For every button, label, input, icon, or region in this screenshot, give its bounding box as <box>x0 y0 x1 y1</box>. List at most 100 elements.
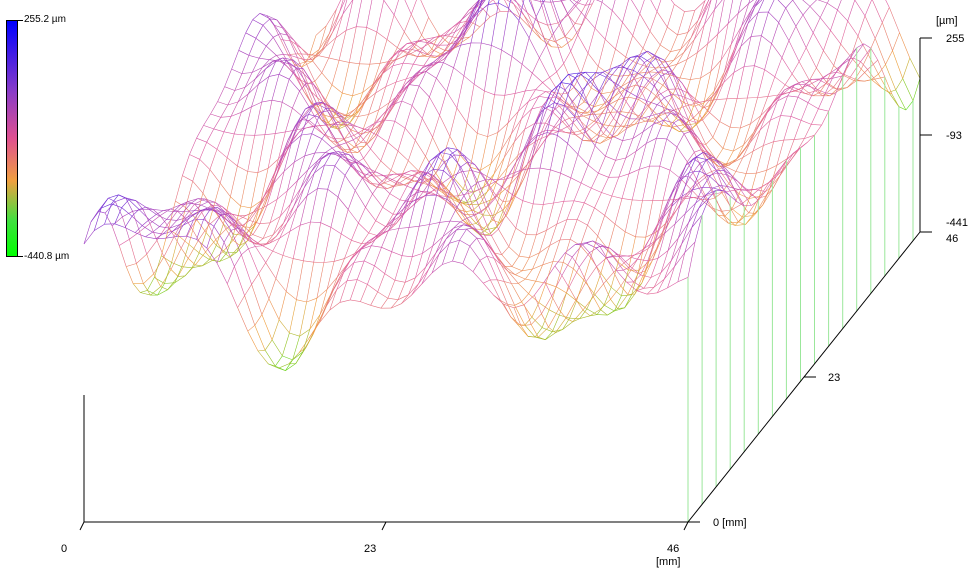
mesh-line <box>147 290 158 296</box>
mesh-line <box>206 141 218 150</box>
mesh-line <box>476 237 484 240</box>
mesh-line <box>486 255 498 280</box>
mesh-line <box>612 10 623 23</box>
mesh-line <box>784 73 793 85</box>
mesh-line <box>837 9 848 22</box>
mesh-line <box>730 126 741 129</box>
mesh-line <box>667 72 676 76</box>
mesh-line <box>355 162 367 168</box>
mesh-line <box>548 326 556 333</box>
mesh-line <box>430 45 438 56</box>
mesh-line <box>773 115 781 142</box>
mesh-line <box>657 56 665 61</box>
mesh-line <box>218 215 227 230</box>
mesh-line <box>648 106 660 117</box>
mesh-line <box>299 82 307 92</box>
mesh-line <box>185 207 197 219</box>
mesh-line <box>186 219 194 237</box>
mesh-line <box>180 203 191 206</box>
mesh-line <box>424 177 432 182</box>
mesh-line <box>697 174 705 182</box>
mesh-line <box>340 263 348 276</box>
mesh-line <box>407 172 419 178</box>
mesh-line <box>417 55 425 57</box>
mesh-line <box>131 209 140 217</box>
mesh-line <box>653 57 664 63</box>
mesh-line <box>726 186 738 203</box>
mesh-line <box>765 188 774 197</box>
mesh-line <box>840 87 848 91</box>
mesh-line <box>561 0 567 2</box>
mesh-line <box>578 2 586 6</box>
mesh-line <box>650 258 659 278</box>
mesh-line <box>300 169 309 189</box>
mesh-line <box>227 90 236 106</box>
mesh-line <box>488 206 499 230</box>
mesh-line <box>404 127 416 141</box>
mesh-line <box>262 61 273 68</box>
mesh-line <box>237 165 248 172</box>
mesh-line <box>412 175 424 189</box>
mesh-line <box>857 79 865 82</box>
mesh-line <box>362 172 370 179</box>
mesh-line <box>822 73 830 80</box>
mesh-line <box>860 61 868 70</box>
mesh-line <box>396 181 408 187</box>
mesh-line <box>433 168 444 171</box>
mesh-line <box>287 125 296 141</box>
mesh-line <box>705 190 717 196</box>
mesh-line <box>442 158 454 178</box>
mesh-line <box>308 114 319 118</box>
mesh-line <box>268 278 277 299</box>
mesh-line <box>431 177 442 191</box>
mesh-line <box>738 3 749 14</box>
mesh-line <box>600 309 608 316</box>
mesh-line <box>293 187 305 207</box>
mesh-line <box>681 83 690 94</box>
mesh-line <box>596 0 603 3</box>
mesh-line <box>670 112 681 119</box>
mesh-line <box>514 0 518 3</box>
mesh-line <box>421 17 429 36</box>
mesh-line <box>737 181 746 190</box>
mesh-line <box>670 49 681 52</box>
mesh-line <box>593 273 602 294</box>
mesh-line <box>613 262 625 273</box>
mesh-line <box>507 93 516 124</box>
mesh-line <box>530 324 539 338</box>
mesh-line <box>226 251 237 254</box>
mesh-line <box>118 245 127 267</box>
mesh-line <box>226 233 234 254</box>
mesh-line <box>585 131 594 142</box>
mesh-line <box>759 119 771 131</box>
mesh-line <box>609 65 621 78</box>
mesh-line <box>513 172 522 197</box>
mesh-line <box>315 25 327 36</box>
mesh-line <box>697 0 709 21</box>
mesh-line <box>545 91 557 98</box>
mesh-line <box>624 124 635 127</box>
mesh-line <box>779 158 788 176</box>
mesh-line <box>525 268 533 280</box>
mesh-line <box>210 113 221 118</box>
mesh-line <box>698 194 707 209</box>
mesh-line <box>706 176 715 195</box>
mesh-line <box>241 231 250 242</box>
mesh-line <box>819 17 831 31</box>
mesh-line <box>529 252 540 258</box>
mesh-line <box>310 188 318 223</box>
mesh-line <box>696 156 707 160</box>
mesh-line <box>648 244 660 262</box>
mesh-line <box>556 219 568 225</box>
mesh-line <box>153 209 164 211</box>
mesh-line <box>339 114 351 124</box>
mesh-line <box>374 119 385 124</box>
mesh-line <box>470 12 479 43</box>
mesh-line <box>760 105 772 116</box>
mesh-line <box>261 314 273 341</box>
mesh-line <box>456 206 468 219</box>
mesh-line <box>269 55 277 60</box>
mesh-line <box>663 112 671 121</box>
mesh-line <box>481 211 492 236</box>
mesh-line <box>700 0 712 21</box>
